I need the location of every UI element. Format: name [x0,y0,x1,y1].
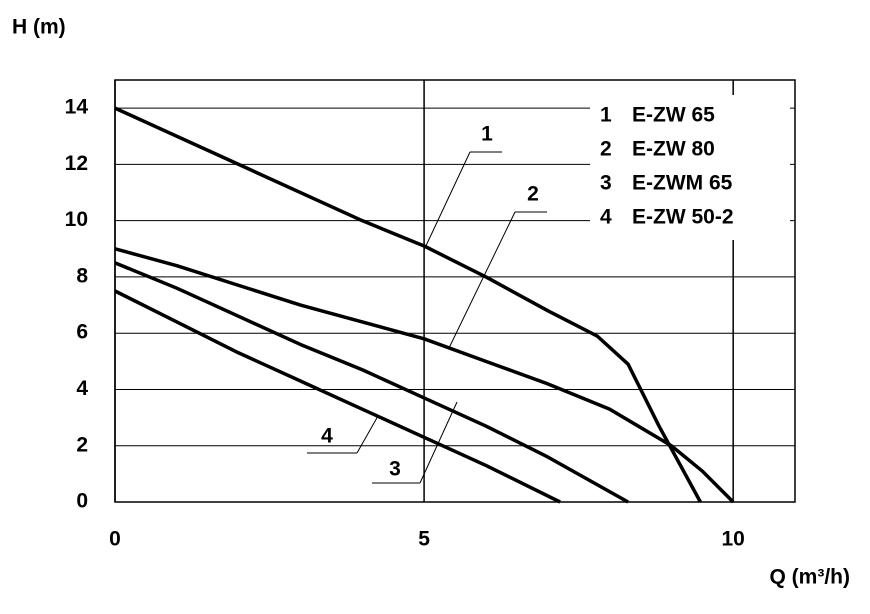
legend-label: E-ZW 80 [632,138,715,161]
legend-box [590,95,790,240]
y-tick-label: 0 [76,490,88,513]
x-axis-label: Q (m³/h) [770,566,850,589]
x-tick-label: 10 [722,528,745,551]
y-axis-label: H (m) [12,16,66,39]
curve [114,289,561,504]
curve-label: 1 [481,123,493,146]
curve [114,261,629,504]
legend-label: E-ZW 65 [632,104,715,127]
leader-line [356,415,379,454]
legend-number: 3 [600,172,612,195]
curve-label: 2 [527,183,539,206]
leader-line [448,211,516,349]
y-tick-label: 8 [76,264,88,287]
curve [114,247,735,504]
y-tick-label: 4 [76,377,88,400]
y-tick-label: 12 [65,152,88,175]
legend-label: E-ZWM 65 [632,172,733,195]
y-tick-label: 2 [76,433,88,456]
legend-label: E-ZW 50-2 [632,206,734,229]
x-tick-label: 5 [418,528,430,551]
y-tick-label: 10 [65,208,88,231]
curve-label: 4 [321,425,333,448]
y-tick-label: 6 [76,321,88,344]
leader-line [423,151,471,251]
leader-line [419,401,458,484]
y-tick-label: 14 [65,96,89,119]
x-tick-label: 0 [109,528,121,551]
legend-number: 2 [600,138,612,161]
legend-number: 4 [600,206,612,229]
curve-label: 3 [389,458,401,481]
legend-number: 1 [600,104,612,127]
curve [114,106,702,503]
